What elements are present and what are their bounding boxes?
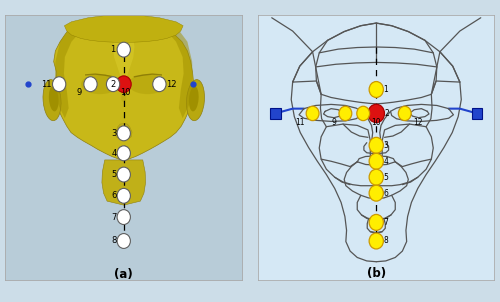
Text: 2: 2	[110, 80, 116, 89]
Circle shape	[52, 77, 66, 92]
Ellipse shape	[49, 86, 58, 111]
Polygon shape	[158, 23, 192, 118]
Circle shape	[368, 104, 384, 123]
Circle shape	[369, 214, 384, 230]
Text: 6: 6	[111, 191, 116, 200]
Circle shape	[84, 77, 97, 92]
Text: 5: 5	[384, 173, 388, 182]
Text: 10: 10	[120, 88, 130, 97]
Circle shape	[357, 106, 370, 120]
Circle shape	[369, 233, 384, 249]
Circle shape	[369, 185, 384, 201]
Text: (b): (b)	[366, 267, 386, 280]
Ellipse shape	[189, 86, 198, 111]
Text: 9: 9	[76, 88, 82, 97]
Text: 4: 4	[384, 157, 388, 166]
Polygon shape	[113, 21, 134, 89]
Ellipse shape	[43, 80, 61, 121]
Circle shape	[117, 188, 130, 203]
Circle shape	[398, 106, 411, 120]
FancyBboxPatch shape	[270, 108, 280, 119]
Polygon shape	[122, 79, 126, 103]
Ellipse shape	[186, 80, 204, 121]
Ellipse shape	[81, 74, 119, 94]
Circle shape	[117, 233, 130, 249]
Circle shape	[369, 153, 384, 169]
Text: 1: 1	[110, 45, 116, 54]
Circle shape	[369, 137, 384, 153]
Text: (a): (a)	[114, 268, 133, 281]
Circle shape	[106, 77, 120, 92]
Text: 2: 2	[384, 109, 389, 118]
Circle shape	[116, 76, 131, 92]
Text: 3: 3	[111, 129, 116, 138]
Text: 10: 10	[372, 118, 381, 127]
Text: 4: 4	[111, 149, 116, 158]
Circle shape	[117, 146, 130, 161]
Polygon shape	[102, 160, 146, 205]
Text: 12: 12	[166, 80, 177, 89]
Text: 11: 11	[42, 80, 52, 89]
Circle shape	[369, 169, 384, 185]
Text: 12: 12	[413, 118, 422, 127]
Text: 8: 8	[111, 236, 116, 246]
Text: 5: 5	[111, 170, 116, 179]
Polygon shape	[55, 23, 90, 118]
Text: 7: 7	[111, 213, 116, 222]
Circle shape	[306, 106, 319, 120]
Circle shape	[117, 126, 130, 141]
Text: 6: 6	[384, 189, 388, 198]
Circle shape	[339, 106, 352, 120]
Polygon shape	[54, 19, 194, 161]
Circle shape	[152, 77, 166, 92]
Text: 3: 3	[384, 141, 388, 150]
Text: 9: 9	[331, 118, 336, 127]
Text: 7: 7	[384, 218, 388, 227]
FancyBboxPatch shape	[472, 108, 482, 119]
Text: 8: 8	[384, 236, 388, 246]
Polygon shape	[64, 15, 183, 42]
Circle shape	[369, 82, 384, 98]
Circle shape	[117, 167, 130, 182]
Circle shape	[117, 210, 130, 224]
Circle shape	[117, 42, 130, 57]
Text: 1: 1	[384, 85, 388, 94]
Ellipse shape	[128, 74, 166, 94]
Polygon shape	[116, 124, 132, 140]
Text: 11: 11	[295, 118, 304, 127]
